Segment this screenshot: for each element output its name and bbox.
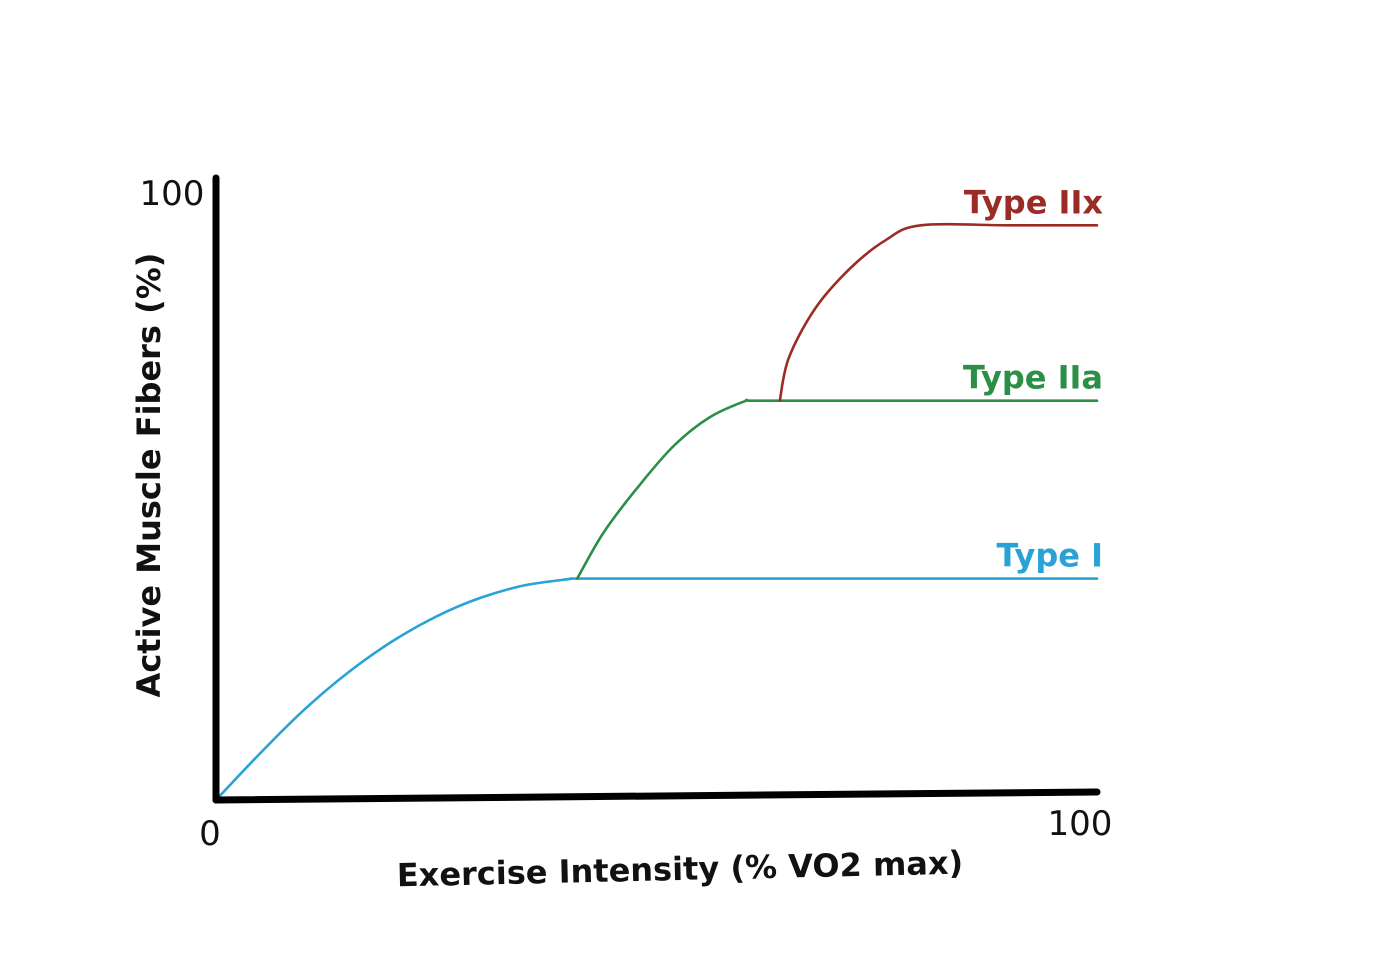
x-axis-line bbox=[212, 788, 1101, 804]
x-axis-title: Exercise Intensity (% VO2 max) bbox=[396, 844, 963, 895]
y-axis-title: Active Muscle Fibers (%) bbox=[130, 253, 168, 698]
y-tick-label-max: 100 bbox=[140, 174, 205, 214]
series-label-type-iix: Type IIx bbox=[964, 183, 1103, 221]
x-tick-label-min: 0 bbox=[199, 814, 221, 854]
x-tick-label-max: 100 bbox=[1048, 804, 1113, 844]
series-label-type-iia: Type IIa bbox=[963, 359, 1103, 397]
series-layer: Type I Type IIa Type IIx bbox=[214, 183, 1103, 802]
series-line-type-iia bbox=[575, 398, 1099, 580]
series-line-type-i bbox=[214, 577, 1099, 802]
series-label-type-i: Type I bbox=[996, 537, 1103, 575]
series-line-type-iix bbox=[778, 222, 1099, 402]
